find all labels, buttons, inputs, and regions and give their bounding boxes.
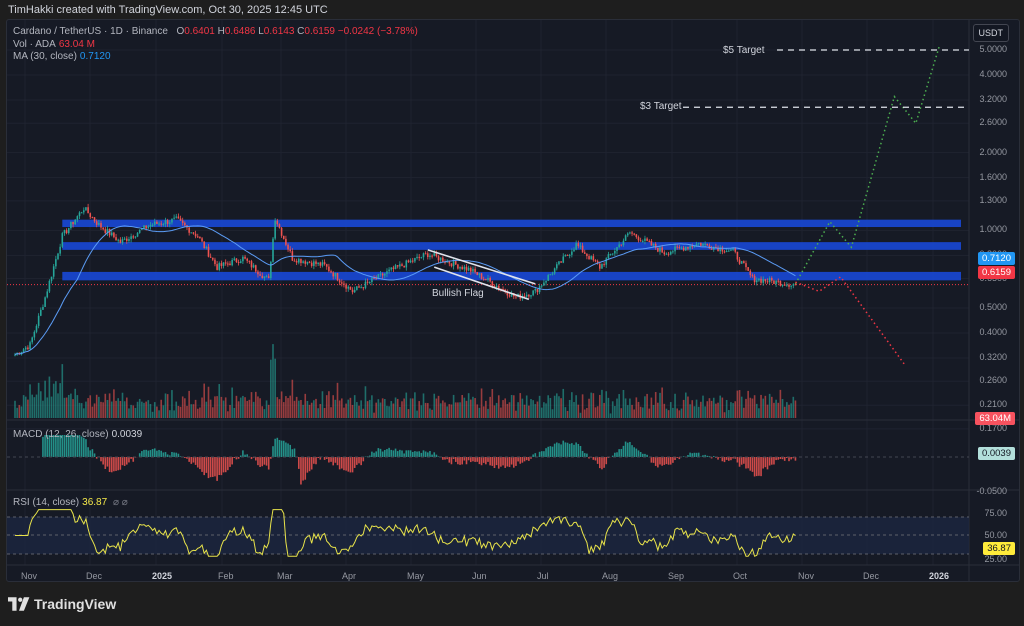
price-axis-label: 0.2100 — [979, 399, 1007, 410]
credit-line: TimHakki created with TradingView.com, O… — [8, 4, 328, 16]
target-5-label: $5 Target — [723, 45, 765, 56]
time-axis-label: Dec — [863, 571, 880, 581]
price-axis-label: 4.0000 — [979, 69, 1007, 79]
ma-price-tag: 0.7120 — [977, 252, 1015, 265]
tradingview-brand: TradingView — [8, 596, 116, 612]
macd-axis-label: -0.0500 — [976, 486, 1007, 496]
volume-legend[interactable]: Vol · ADA 63.04 M — [13, 39, 95, 50]
time-axis-label: Mar — [277, 571, 293, 581]
target-3-label: $3 Target — [640, 101, 682, 112]
price-axis-label: 2.0000 — [979, 146, 1007, 157]
price-axis-label: 0.4000 — [979, 326, 1007, 337]
price-axis-label: 5.0000 — [979, 44, 1007, 54]
price-axis-label: 0.5000 — [979, 301, 1007, 312]
change-value: −0.0242 (−3.78%) — [337, 26, 418, 37]
open-value: 0.6401 — [184, 26, 215, 37]
chart-frame[interactable]: Cardano / TetherUS · 1D · Binance O0.640… — [6, 19, 1020, 582]
rsi-axis-75: 75.00 — [984, 508, 1007, 518]
rsi-axis-25: 25.00 — [984, 554, 1007, 564]
ma-value: 0.7120 — [79, 51, 111, 62]
price-axis-label: 1.0000 — [979, 224, 1007, 235]
time-axis-label: Nov — [21, 571, 38, 581]
time-axis-label: 2026 — [929, 571, 950, 581]
ma-legend[interactable]: MA (30, close) 0.7120 — [13, 51, 111, 62]
time-axis-label: Sep — [668, 571, 685, 581]
time-axis-label: 2025 — [152, 571, 173, 581]
time-axis-label: Dec — [86, 571, 103, 581]
time-axis-label: Feb — [218, 571, 234, 581]
rsi-legend[interactable]: RSI (14, close) 36.87 ⌀ ⌀ — [13, 497, 128, 508]
low-value: 0.6143 — [263, 26, 295, 37]
tradingview-logo-icon — [8, 597, 30, 611]
bullish-flag-label: Bullish Flag — [432, 288, 484, 299]
price-axis-label: 1.3000 — [979, 194, 1007, 205]
symbol-title[interactable]: Cardano / TetherUS · 1D · Binance — [13, 26, 168, 37]
price-axis-label: 2.6000 — [979, 117, 1007, 128]
time-axis-label: Jul — [537, 571, 549, 581]
time-axis-label: Aug — [602, 571, 619, 581]
volume-tag: 63.04M — [975, 412, 1015, 425]
price-axis-label: 1.6000 — [979, 171, 1007, 182]
time-axis-label: Jun — [472, 571, 487, 581]
chart-canvas[interactable] — [7, 20, 1019, 581]
time-axis-label: Apr — [342, 571, 357, 581]
macd-legend[interactable]: MACD (12, 26, close) 0.0039 — [13, 429, 143, 440]
symbol-legend: Cardano / TetherUS · 1D · Binance O0.640… — [13, 26, 418, 37]
rsi-tag: 36.87 — [983, 542, 1015, 555]
time-axis-label: Nov — [798, 571, 815, 581]
price-axis-label: 3.2000 — [979, 94, 1007, 104]
macd-tag: 0.0039 — [977, 447, 1015, 460]
price-axis-label: 0.2600 — [979, 375, 1007, 386]
price-axis-label: 0.3200 — [979, 352, 1007, 362]
high-value: 0.6486 — [224, 26, 256, 37]
visibility-icons[interactable]: ⌀ ⌀ — [112, 497, 128, 508]
brand-name: TradingView — [34, 596, 117, 612]
rsi-axis-50: 50.00 — [984, 530, 1007, 540]
price-axis-label: 0.1700 — [979, 422, 1007, 433]
last-price-tag: 0.6159 — [977, 266, 1015, 279]
volume-value: 63.04 M — [58, 39, 95, 50]
time-axis-label: Oct — [733, 571, 748, 581]
close-value: 0.6159 — [304, 26, 335, 37]
currency-button[interactable]: USDT — [972, 24, 1009, 42]
macd-value: 0.0039 — [111, 429, 143, 440]
time-axis-label: May — [407, 571, 425, 581]
rsi-value: 36.87 — [82, 497, 108, 508]
